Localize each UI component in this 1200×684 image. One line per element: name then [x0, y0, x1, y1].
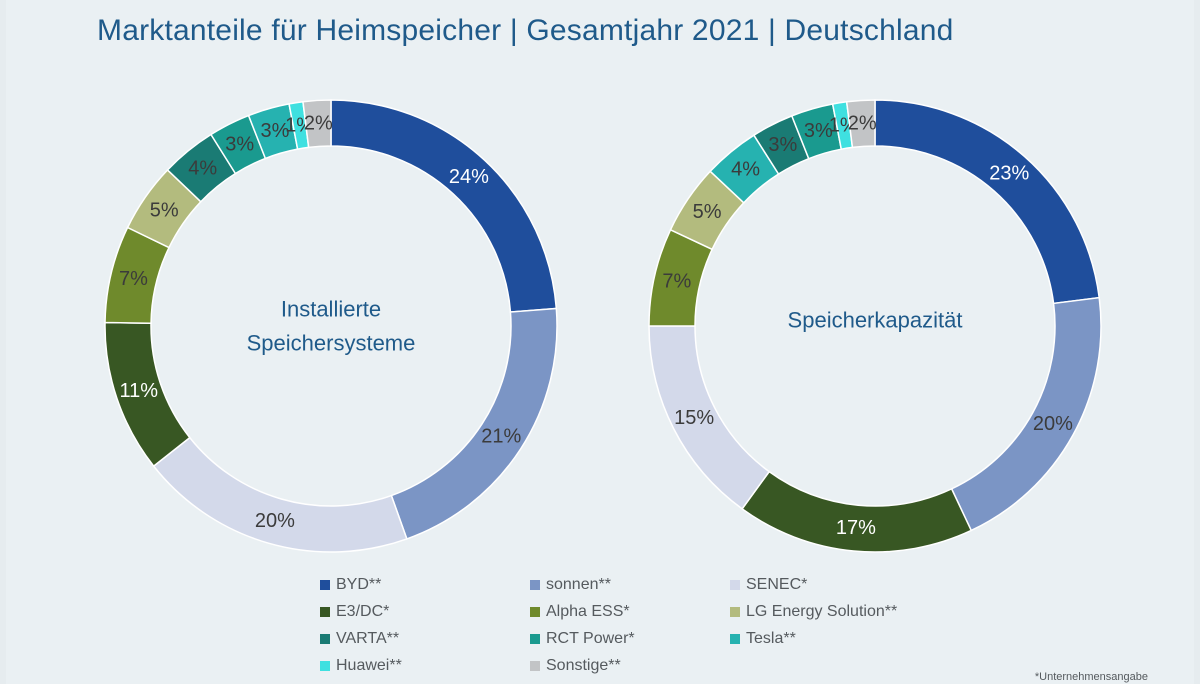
legend-swatch	[320, 633, 330, 644]
slice-e3-dc	[741, 470, 973, 553]
legend-label: RCT Power*	[546, 629, 635, 647]
slice-sonnen	[950, 296, 1102, 532]
legend-swatch	[320, 606, 330, 617]
slice-label-tesla: 4%	[731, 159, 760, 181]
legend-swatch	[730, 633, 740, 644]
slice-label-senec: 20%	[255, 510, 295, 532]
slice-label-sonstige: 2%	[848, 112, 877, 134]
donut-storage-capacity: 23%20%17%15%7%5%4%3%3%1%2%Speicherkapazi…	[648, 99, 1102, 553]
slice-label-sonstige: 2%	[304, 112, 333, 134]
legend-item-tesla: Tesla**	[730, 627, 990, 650]
slice-label-e3-dc: 17%	[836, 517, 876, 539]
legend-label: Huawei**	[336, 656, 402, 674]
legend-item-huawei: Huawei**	[320, 654, 530, 677]
slice-sonnen	[390, 307, 558, 540]
slice-sonstige	[845, 99, 876, 149]
slice-label-alpha-ess: 7%	[119, 268, 148, 290]
legend-label: sonnen**	[546, 575, 611, 593]
legend-swatch	[320, 660, 330, 671]
slice-byd	[874, 99, 1101, 305]
donut-installed-systems: 24%21%20%11%7%5%4%3%3%1%2%InstallierteSp…	[104, 99, 558, 553]
donut-center-label: Installierte	[281, 297, 381, 322]
legend-item-e3-dc: E3/DC*	[320, 600, 530, 623]
legend-swatch	[530, 633, 540, 644]
legend-item-varta: VARTA**	[320, 627, 530, 650]
slice-label-alpha-ess: 7%	[662, 271, 691, 293]
legend-swatch	[530, 606, 540, 617]
slice-senec	[152, 436, 408, 553]
legend-item-rct-power: RCT Power*	[530, 627, 730, 650]
slice-label-lg-energy-solution: 5%	[693, 201, 722, 223]
legend-item-sonnen: sonnen**	[530, 573, 730, 596]
slice-label-byd: 23%	[989, 163, 1029, 185]
legend-swatch	[530, 660, 540, 671]
slice-label-sonnen: 21%	[481, 425, 521, 447]
legend-label: Tesla**	[746, 629, 796, 647]
slice-label-lg-energy-solution: 5%	[150, 199, 179, 221]
legend-swatch	[530, 579, 540, 590]
footnote: *Unternehmensangabe	[1034, 671, 1148, 683]
legend-item-alpha-ess: Alpha ESS*	[530, 600, 730, 623]
legend-label: E3/DC*	[336, 602, 390, 620]
legend-item-lg-energy-solution: LG Energy Solution**	[730, 600, 990, 623]
slice-label-senec: 15%	[674, 407, 714, 429]
legend: BYD** sonnen** SENEC* E3/DC* Alpha ESS* LG En…	[320, 573, 1020, 677]
legend-label: SENEC*	[746, 575, 808, 593]
legend-item-senec: SENEC*	[730, 573, 990, 596]
legend-label: Sonstige**	[546, 656, 621, 674]
legend-label: VARTA**	[336, 629, 400, 647]
legend-item-sonstige: Sonstige**	[530, 654, 730, 677]
legend-label: LG Energy Solution**	[746, 602, 898, 620]
slice-label-varta: 4%	[188, 158, 217, 180]
legend-swatch	[730, 579, 740, 590]
slice-label-e3-dc: 11%	[119, 380, 158, 402]
slice-byd	[330, 99, 558, 313]
legend-swatch	[730, 606, 740, 617]
legend-label: Alpha ESS*	[546, 602, 630, 620]
slice-label-rct-power: 3%	[804, 120, 833, 142]
donut-center-label: Speicherkapazität	[788, 308, 963, 333]
slice-label-rct-power: 3%	[225, 134, 254, 156]
slice-label-varta: 3%	[768, 134, 797, 156]
chart-title: Marktanteile für Heimspeicher | Gesamtja…	[97, 14, 954, 47]
slice-sonstige	[302, 99, 332, 149]
legend-swatch	[320, 579, 330, 590]
donut-center-label: Speichersysteme	[247, 331, 416, 356]
legend-label: BYD**	[336, 575, 382, 593]
slice-label-sonnen: 20%	[1033, 413, 1073, 435]
slice-label-tesla: 3%	[260, 120, 289, 142]
legend-item-byd: BYD**	[320, 573, 530, 596]
slice-label-byd: 24%	[449, 166, 489, 188]
